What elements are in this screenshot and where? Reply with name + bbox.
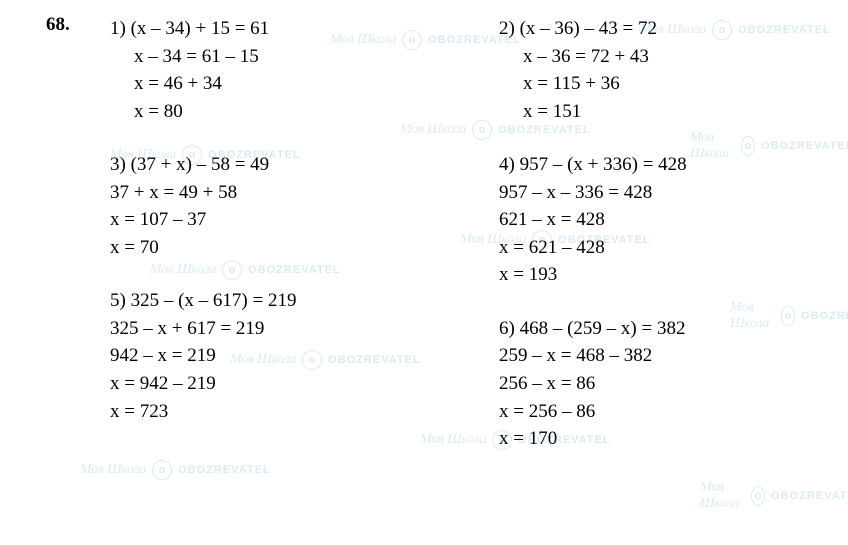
eq-text: 37 + x = 49 + 58 (110, 179, 429, 207)
eq-text: (37 + x) – 58 = 49 (131, 154, 270, 175)
eq-text: 325 – x + 617 = 219 (110, 315, 429, 343)
eq-text: 957 – x – 336 = 428 (499, 179, 818, 207)
eq-text: x – 36 = 72 + 43 (499, 43, 818, 71)
solution-5: 5) 325 – (x – 617) = 219 325 – x + 617 =… (110, 287, 429, 425)
page-root: 68. 1) (x – 34) + 15 = 61 x – 34 = 61 – … (0, 0, 848, 545)
eq-text: x – 34 = 61 – 15 (110, 43, 429, 71)
eq-text: x = 193 (499, 261, 818, 289)
eq-text: x = 621 – 428 (499, 234, 818, 262)
eq-text: x = 942 – 219 (110, 370, 429, 398)
solution-line: 1) (x – 34) + 15 = 61 (110, 15, 429, 43)
eq-text: x = 151 (499, 98, 818, 126)
solution-3: 3) (37 + x) – 58 = 49 37 + x = 49 + 58 x… (110, 151, 429, 261)
eq-text: 325 – (x – 617) = 219 (131, 290, 297, 311)
solution-label: 2) (499, 18, 515, 39)
solution-label: 4) (499, 154, 515, 175)
solution-line: 5) 325 – (x – 617) = 219 (110, 287, 429, 315)
solution-1: 1) (x – 34) + 15 = 61 x – 34 = 61 – 15 x… (110, 15, 429, 125)
solution-label: 5) (110, 290, 126, 311)
solution-line: 2) (x – 36) – 43 = 72 (499, 15, 818, 43)
eq-text: 256 – x = 86 (499, 370, 818, 398)
eq-text: x = 107 – 37 (110, 206, 429, 234)
solution-line: 6) 468 – (259 – x) = 382 (499, 315, 818, 343)
eq-text: x = 46 + 34 (110, 70, 429, 98)
eq-text: x = 80 (110, 98, 429, 126)
solution-line: 4) 957 – (x + 336) = 428 (499, 151, 818, 179)
eq-text: x = 70 (110, 234, 429, 262)
eq-text: 621 – x = 428 (499, 206, 818, 234)
column-right: 2) (x – 36) – 43 = 72 x – 36 = 72 + 43 x… (469, 15, 818, 530)
solution-2: 2) (x – 36) – 43 = 72 x – 36 = 72 + 43 x… (499, 15, 818, 125)
column-left: 1) (x – 34) + 15 = 61 x – 34 = 61 – 15 x… (110, 15, 469, 530)
eq-text: x = 723 (110, 398, 429, 426)
solution-label: 1) (110, 18, 126, 39)
solution-4: 4) 957 – (x + 336) = 428 957 – x – 336 =… (499, 151, 818, 289)
solution-label: 3) (110, 154, 126, 175)
eq-text: x = 256 – 86 (499, 398, 818, 426)
eq-text: 942 – x = 219 (110, 342, 429, 370)
eq-text: (x – 36) – 43 = 72 (520, 18, 657, 39)
solution-label: 6) (499, 318, 515, 339)
eq-text: 957 – (x + 336) = 428 (520, 154, 687, 175)
eq-text: (x – 34) + 15 = 61 (131, 18, 270, 39)
columns-wrap: 1) (x – 34) + 15 = 61 x – 34 = 61 – 15 x… (30, 15, 818, 530)
eq-text: 259 – x = 468 – 382 (499, 342, 818, 370)
eq-text: x = 170 (499, 425, 818, 453)
problem-number: 68. (46, 14, 70, 36)
eq-text: x = 115 + 36 (499, 70, 818, 98)
eq-text: 468 – (259 – x) = 382 (520, 318, 686, 339)
solution-6: 6) 468 – (259 – x) = 382 259 – x = 468 –… (499, 315, 818, 453)
solution-line: 3) (37 + x) – 58 = 49 (110, 151, 429, 179)
